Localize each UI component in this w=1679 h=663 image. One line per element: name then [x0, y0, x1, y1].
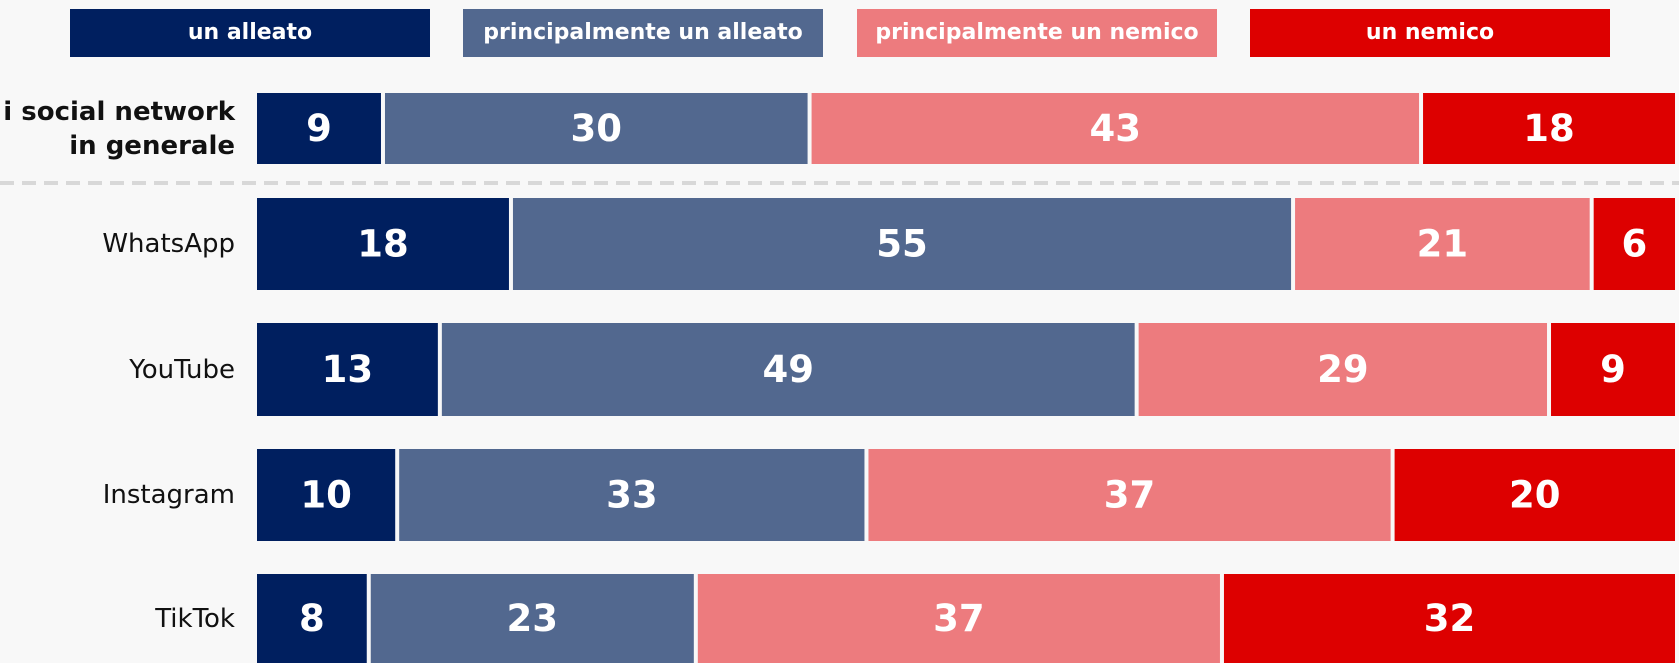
legend-label: un nemico	[1366, 20, 1494, 45]
bar-segment	[399, 449, 865, 541]
bar-segment	[868, 449, 1391, 541]
value-label: 23	[507, 597, 559, 640]
bar-segment	[257, 93, 381, 164]
category-label: Instagram	[102, 480, 235, 510]
value-label: 18	[1523, 107, 1575, 150]
bar-segment	[370, 574, 694, 663]
bar-segment	[1394, 449, 1675, 541]
bar-segment	[441, 323, 1135, 416]
value-label: 30	[571, 107, 623, 150]
bar-segment	[257, 323, 438, 416]
bar-segment	[1423, 93, 1675, 164]
bar-segment	[257, 574, 367, 663]
value-label: 55	[876, 223, 928, 266]
bar-segment	[1295, 198, 1590, 290]
legend-swatch	[857, 9, 1217, 57]
value-label: 29	[1317, 348, 1369, 391]
legend-swatch	[1250, 9, 1610, 57]
bar-segment	[811, 93, 1420, 164]
bar-segment	[1593, 198, 1675, 290]
category-label: TikTok	[155, 603, 235, 634]
legend-label: principalmente un alleato	[483, 20, 802, 45]
value-label: 37	[933, 597, 985, 640]
bar-segment	[384, 93, 808, 164]
legend-swatch	[463, 9, 823, 57]
bar-segment	[257, 449, 396, 541]
value-label: 6	[1621, 223, 1647, 266]
value-label: 32	[1424, 597, 1476, 640]
value-label: 9	[1600, 348, 1626, 391]
legend-swatch	[70, 9, 430, 57]
bar-segment	[697, 574, 1220, 663]
value-label: 20	[1509, 474, 1561, 517]
value-label: 37	[1104, 474, 1156, 517]
value-label: 21	[1417, 223, 1469, 266]
bar-segment	[1551, 323, 1675, 416]
value-label: 13	[322, 348, 374, 391]
value-label: 9	[306, 107, 332, 150]
category-label: WhatsApp	[102, 229, 235, 259]
bar-segment	[1223, 574, 1675, 663]
value-label: 49	[763, 348, 815, 391]
bar-segment	[1138, 323, 1548, 416]
value-label: 43	[1090, 107, 1142, 150]
category-label: i social network in generale	[3, 96, 235, 161]
value-label: 18	[357, 223, 409, 266]
bar-segment	[257, 198, 509, 290]
value-label: 33	[606, 474, 658, 517]
legend-label: un alleato	[188, 20, 312, 45]
value-label: 8	[299, 597, 325, 640]
category-label: YouTube	[129, 354, 235, 385]
value-label: 10	[300, 474, 352, 517]
legend-label: principalmente un nemico	[875, 20, 1198, 45]
bar-segment	[512, 198, 1292, 290]
